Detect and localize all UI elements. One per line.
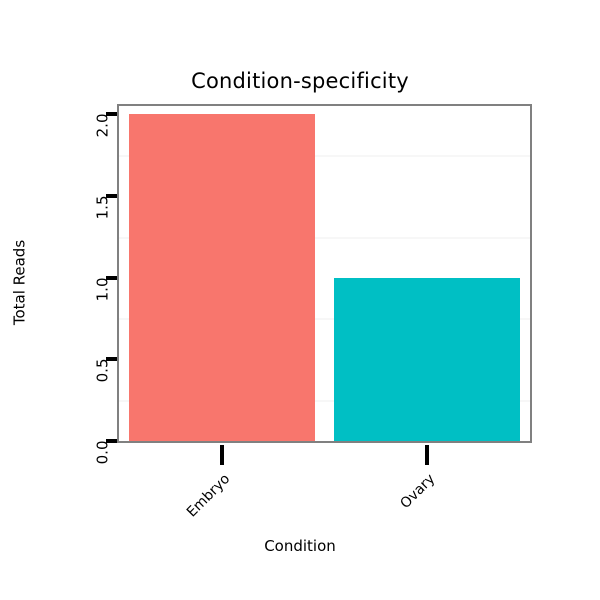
grid-line [119,155,530,158]
y-tick-mark [106,112,117,117]
y-tick-mark [106,357,117,362]
y-axis-title: Total Reads [10,239,29,326]
y-tick-label: 1.0 [93,277,112,301]
y-tick-mark [106,439,117,443]
y-tick-label: 0.0 [93,440,112,465]
y-tick-mark [106,275,117,280]
y-tick-label: 2.0 [93,113,112,138]
grid-line [119,400,530,403]
y-tick-label: 0.5 [93,358,112,383]
y-tick-label: 1.5 [93,195,112,220]
grid-line [119,318,530,321]
x-axis-title: Condition [264,537,336,555]
plot-area [119,106,530,441]
bar-ovary [334,277,521,441]
plot-panel [117,104,532,443]
y-tick-mark [106,193,117,198]
grid-line [119,236,530,239]
bar-embryo [128,114,315,441]
x-tick-mark [425,445,430,465]
x-tick-mark [219,445,224,465]
page-title: Condition-specificity [191,69,409,93]
